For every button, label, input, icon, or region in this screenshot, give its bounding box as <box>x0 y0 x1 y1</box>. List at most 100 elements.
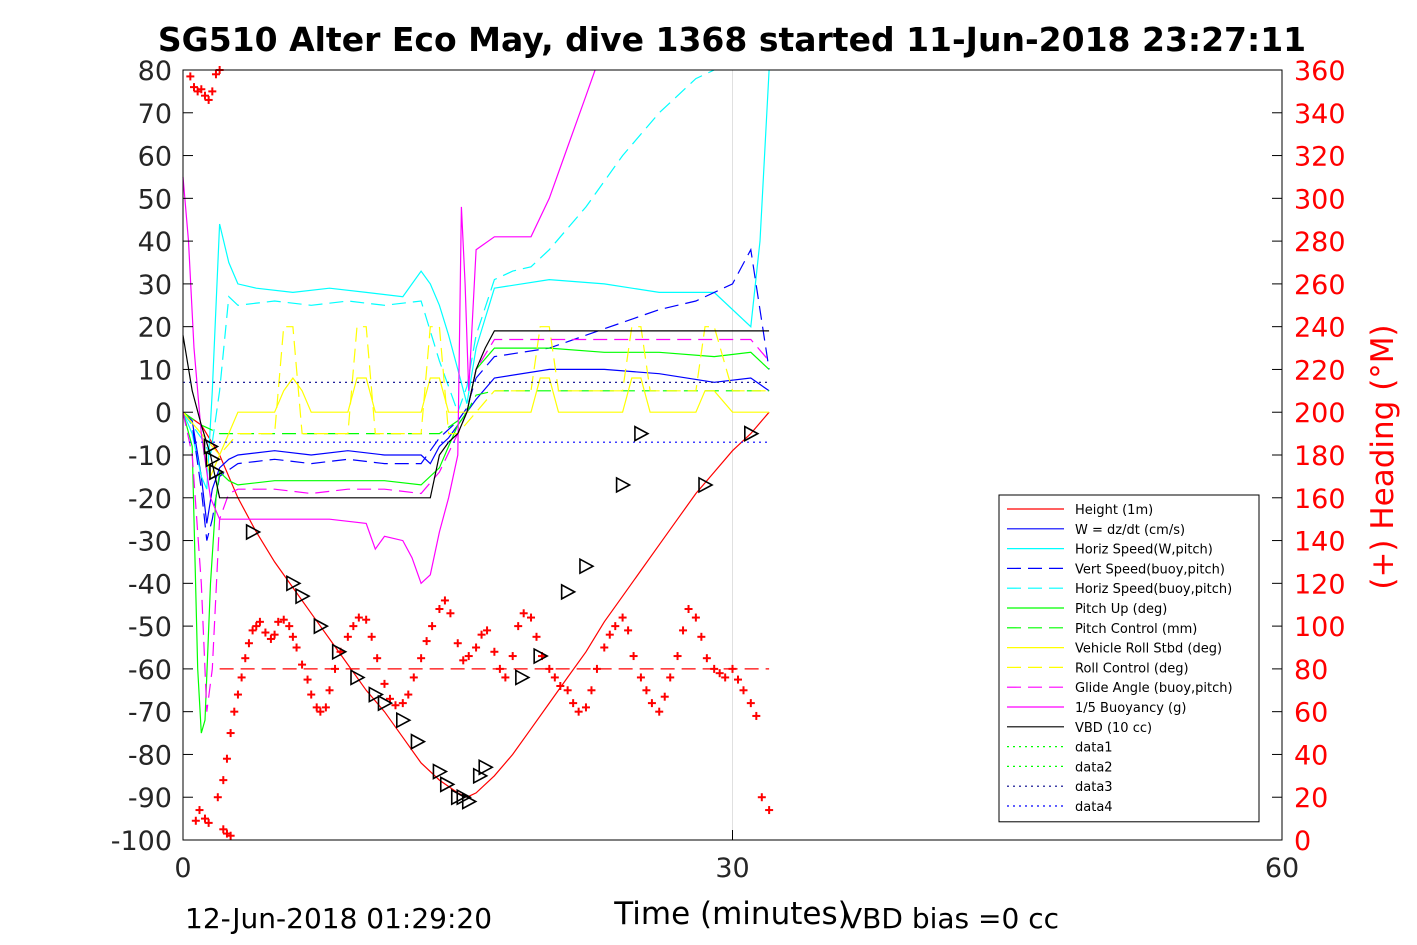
heading-point <box>721 673 730 682</box>
heading-point <box>367 632 376 641</box>
heading-point <box>435 605 444 613</box>
triangle-marker <box>286 574 302 592</box>
triangle-marker <box>368 686 385 703</box>
heading-point <box>417 654 426 663</box>
heading-point <box>279 615 288 624</box>
heading-point <box>514 622 523 631</box>
heading-point <box>757 793 766 802</box>
heading-point <box>191 816 200 825</box>
legend-label: Height (1m) <box>1075 503 1153 518</box>
heading-point <box>292 643 301 652</box>
heading-point <box>325 686 334 695</box>
triangle-marker <box>410 733 427 750</box>
heading-point <box>728 664 737 673</box>
series-line <box>182 69 715 457</box>
y2-tick-label: 360 <box>1294 56 1346 87</box>
y2-tick-label: 160 <box>1294 484 1346 515</box>
y2-tick-label: 20 <box>1294 783 1328 814</box>
heading-point <box>446 609 455 618</box>
triangle-marker <box>615 476 632 494</box>
triangle-marker <box>472 767 489 785</box>
heading-point <box>490 647 499 656</box>
heading-point <box>316 707 325 716</box>
heading-point <box>189 83 198 92</box>
x-axis-label: Time (minutes) <box>613 896 849 932</box>
heading-point <box>270 630 279 639</box>
y2-tick-label: 180 <box>1294 441 1346 472</box>
series-line <box>182 330 770 499</box>
heading-point <box>587 686 596 695</box>
y-tick-label: -80 <box>128 740 172 771</box>
y-tick-label: 20 <box>138 313 172 344</box>
heading-point <box>477 630 486 639</box>
heading-point <box>563 686 572 695</box>
heading-point <box>298 660 307 669</box>
triangle-marker <box>533 647 549 665</box>
footer-vbd-bias: VBD bias =0 cc <box>843 902 1059 935</box>
heading-point <box>592 664 601 673</box>
legend-box <box>998 494 1260 823</box>
series-line <box>182 368 770 524</box>
heading-point <box>545 664 554 673</box>
heading-point <box>697 632 706 641</box>
heading-point <box>550 673 559 682</box>
heading-point <box>343 632 352 641</box>
series-line <box>182 376 770 479</box>
triangle-marker <box>350 669 366 686</box>
triangle-markers <box>203 425 760 810</box>
series-line <box>182 411 770 798</box>
heading-point <box>459 656 468 665</box>
y-tick-label: 50 <box>138 184 172 215</box>
series-layer <box>182 69 770 798</box>
heading-point <box>226 729 235 738</box>
heading-point <box>373 654 382 663</box>
series-line <box>182 326 770 456</box>
y2-axis-label: (+) Heading (°M) <box>1365 324 1401 589</box>
legend-label: Roll Control (deg) <box>1075 661 1189 676</box>
heading-point <box>331 664 340 673</box>
y2-tick-label: 0 <box>1294 826 1311 857</box>
y2-tick-label: 100 <box>1294 612 1346 643</box>
legend-label: Vehicle Roll Stbd (deg) <box>1075 642 1222 657</box>
heading-point <box>354 613 363 622</box>
heading-point <box>404 690 413 699</box>
legend-label: VBD (10 cc) <box>1075 721 1152 736</box>
heading-points <box>186 66 774 840</box>
y2-tick-label: 280 <box>1294 227 1346 258</box>
triangle-marker <box>579 557 595 575</box>
heading-point <box>398 699 407 708</box>
legend-label: Horiz Speed(buoy,pitch) <box>1075 582 1232 597</box>
heading-point <box>222 754 231 763</box>
heading-point <box>702 654 711 663</box>
heading-point <box>380 679 389 688</box>
y2-tick-label: 220 <box>1294 355 1346 386</box>
series-line <box>182 347 770 734</box>
heading-point <box>472 643 481 652</box>
heading-point <box>508 652 517 661</box>
heading-point <box>666 673 675 682</box>
legend-label: W = dz/dt (cm/s) <box>1075 523 1185 538</box>
y2-tick-label: 340 <box>1294 99 1346 130</box>
triangle-marker <box>395 711 412 729</box>
heading-point <box>440 596 449 605</box>
heading-point <box>230 707 239 716</box>
y-tick-label: 80 <box>138 56 172 87</box>
y2-tick-label: 40 <box>1294 740 1328 771</box>
heading-point <box>219 825 228 834</box>
series-line <box>182 247 770 541</box>
triangle-marker <box>331 643 348 661</box>
heading-point <box>237 673 246 682</box>
x-tick-label: 30 <box>715 853 749 884</box>
heading-point <box>556 682 565 690</box>
legend-label: data1 <box>1075 741 1113 756</box>
y-tick-label: -100 <box>111 826 172 857</box>
heading-point <box>255 617 264 626</box>
heading-point <box>532 632 541 641</box>
legend-label: data2 <box>1075 760 1113 775</box>
legend-label: Pitch Up (deg) <box>1075 602 1167 617</box>
heading-point <box>252 622 261 631</box>
heading-point <box>266 634 275 643</box>
heading-point <box>208 87 217 96</box>
heading-point <box>233 690 242 699</box>
heading-point <box>213 793 222 802</box>
